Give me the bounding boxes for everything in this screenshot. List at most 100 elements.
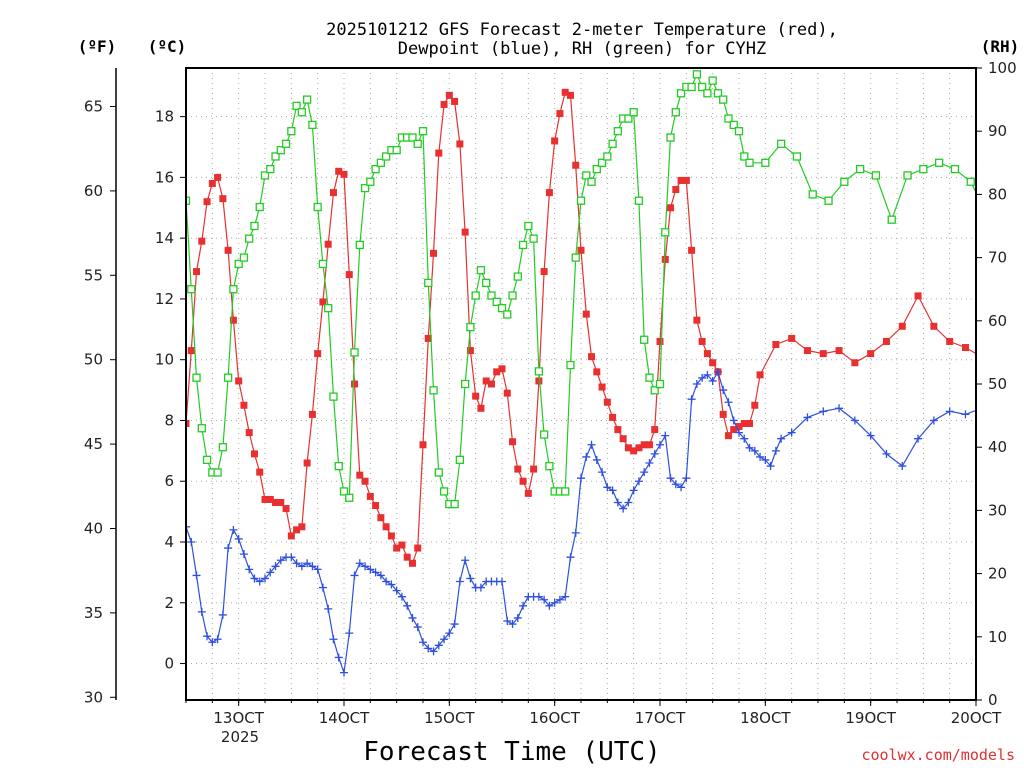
rh-point bbox=[634, 196, 644, 205]
rh-point bbox=[297, 108, 307, 117]
temperature-point bbox=[393, 544, 401, 552]
dewpoint-point bbox=[613, 498, 622, 507]
rh-point bbox=[213, 468, 222, 477]
rh-point bbox=[524, 221, 533, 231]
rh-point bbox=[392, 146, 401, 155]
fahrenheit-tick-label: 45 bbox=[84, 435, 103, 453]
dewpoint-point bbox=[303, 559, 312, 568]
temperature-point bbox=[193, 268, 201, 276]
rh-point bbox=[308, 120, 317, 130]
dewpoint-point bbox=[450, 620, 459, 629]
dewpoint-point bbox=[656, 440, 664, 449]
dewpoint-line bbox=[186, 370, 976, 673]
temperature-point bbox=[451, 97, 459, 105]
rh-point bbox=[329, 392, 338, 401]
temperature-point bbox=[303, 459, 311, 467]
rh-point bbox=[597, 158, 607, 167]
rh-point bbox=[292, 101, 301, 111]
rh-point bbox=[371, 164, 380, 174]
rh-point bbox=[840, 177, 849, 186]
temperature-point bbox=[414, 544, 422, 552]
temperature-point bbox=[186, 420, 190, 427]
dewpoint-point bbox=[245, 565, 254, 574]
rh-point bbox=[202, 455, 212, 464]
temperature-point bbox=[198, 237, 206, 245]
rh-point bbox=[655, 379, 665, 389]
dewpoint-point bbox=[961, 410, 970, 419]
rh-point bbox=[413, 139, 422, 148]
dewpoint-point bbox=[745, 443, 754, 452]
rh-point bbox=[424, 278, 433, 288]
rh-point bbox=[761, 158, 770, 167]
dewpoint-point bbox=[803, 413, 812, 422]
rh-point bbox=[450, 499, 459, 509]
rh-point bbox=[408, 133, 417, 142]
rh-point bbox=[661, 228, 670, 237]
temperature-point bbox=[603, 398, 611, 406]
temperature-point bbox=[693, 316, 701, 324]
temperature-point bbox=[730, 426, 738, 434]
temperature-point bbox=[282, 505, 290, 513]
chart-title-line1: 2025101212 GFS Forecast 2-meter Temperat… bbox=[326, 20, 838, 40]
rh-point bbox=[855, 164, 865, 174]
rh-point bbox=[645, 373, 654, 382]
dewpoint-point bbox=[213, 635, 222, 644]
temperature-point bbox=[724, 432, 732, 440]
temperature-point bbox=[335, 167, 343, 175]
dewpoint-point bbox=[756, 452, 765, 461]
dewpoint-point bbox=[914, 434, 923, 443]
temperature-point bbox=[735, 423, 743, 431]
temperature-point bbox=[819, 350, 827, 358]
dewpoint-point bbox=[587, 440, 596, 449]
temperature-point bbox=[566, 91, 574, 99]
dewpoint-point bbox=[397, 592, 406, 601]
temperature-point bbox=[751, 401, 759, 409]
rh-point bbox=[776, 139, 786, 148]
temperature-point bbox=[961, 344, 969, 352]
dewpoint-point bbox=[634, 477, 643, 486]
dewpoint-point bbox=[571, 528, 580, 537]
rh-point bbox=[966, 177, 975, 186]
temperature-point bbox=[946, 337, 954, 345]
celsius-tick-label: 12 bbox=[155, 290, 174, 308]
dewpoint-point bbox=[729, 416, 738, 425]
dewpoint-point bbox=[224, 544, 233, 553]
dewpoint-point bbox=[619, 504, 628, 513]
rh-point bbox=[734, 127, 744, 136]
dewpoint-point bbox=[308, 562, 317, 571]
temperature-point bbox=[619, 435, 627, 443]
temperature-point bbox=[340, 170, 348, 178]
dewpoint-point bbox=[640, 468, 649, 477]
dewpoint-point bbox=[582, 452, 591, 461]
temperature-point bbox=[250, 450, 258, 458]
dewpoint-point bbox=[192, 571, 201, 580]
dewpoint-point bbox=[355, 559, 364, 568]
dewpoint-point bbox=[455, 577, 464, 586]
fahrenheit-tick-label: 50 bbox=[84, 351, 103, 369]
dewpoint-point bbox=[476, 583, 485, 592]
rh-point bbox=[650, 386, 659, 395]
rh-point bbox=[934, 158, 944, 167]
dewpoint-point bbox=[382, 577, 391, 586]
rh-point bbox=[513, 272, 522, 281]
dewpoint-point bbox=[261, 574, 269, 583]
rh-point bbox=[376, 158, 386, 167]
temperature-point bbox=[366, 492, 374, 500]
x-year-label: 2025 bbox=[221, 728, 259, 746]
dewpoint-point bbox=[508, 620, 517, 629]
rh-point bbox=[740, 152, 749, 161]
dewpoint-point bbox=[387, 580, 396, 589]
x-tick-label: 13OCT bbox=[213, 709, 264, 727]
dewpoint-point bbox=[519, 601, 528, 610]
dewpoint-point bbox=[603, 483, 612, 492]
temperature-point bbox=[456, 140, 464, 148]
celsius-tick-label: 2 bbox=[164, 594, 174, 612]
dewpoint-point bbox=[440, 635, 449, 644]
dewpoint-point bbox=[208, 638, 217, 647]
rh-point bbox=[745, 158, 754, 167]
temperature-point bbox=[667, 204, 675, 212]
x-tick-label: 20OCT bbox=[951, 709, 1002, 727]
rh-point bbox=[703, 89, 712, 98]
celsius-tick-label: 14 bbox=[155, 229, 174, 247]
